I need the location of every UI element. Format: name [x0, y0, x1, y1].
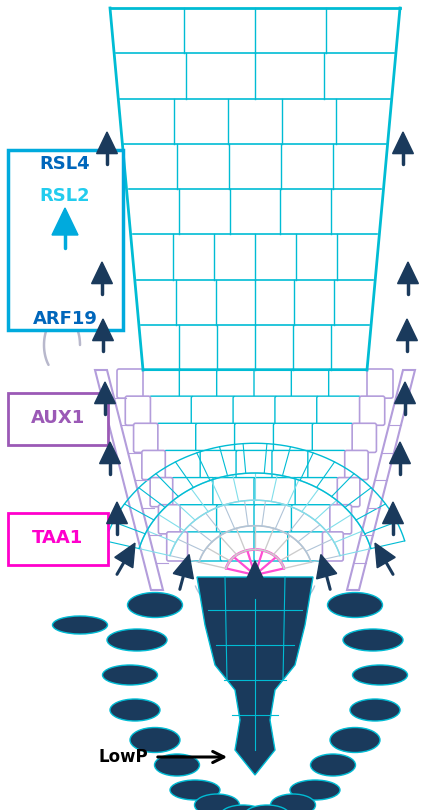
FancyBboxPatch shape [213, 478, 256, 507]
Ellipse shape [195, 794, 240, 810]
Polygon shape [96, 132, 117, 154]
FancyBboxPatch shape [329, 369, 368, 399]
FancyBboxPatch shape [200, 450, 238, 480]
FancyBboxPatch shape [330, 505, 351, 534]
FancyBboxPatch shape [179, 505, 218, 534]
Polygon shape [95, 370, 163, 590]
FancyBboxPatch shape [179, 369, 219, 399]
Polygon shape [197, 577, 313, 775]
Polygon shape [52, 208, 78, 235]
FancyBboxPatch shape [191, 396, 235, 425]
FancyBboxPatch shape [254, 369, 293, 399]
Polygon shape [99, 442, 120, 463]
Polygon shape [95, 382, 116, 403]
Ellipse shape [270, 794, 315, 810]
FancyBboxPatch shape [254, 532, 290, 561]
Ellipse shape [53, 616, 108, 634]
FancyBboxPatch shape [217, 369, 256, 399]
FancyBboxPatch shape [157, 424, 198, 453]
FancyBboxPatch shape [233, 396, 277, 425]
FancyBboxPatch shape [352, 424, 377, 453]
Ellipse shape [244, 805, 289, 810]
FancyBboxPatch shape [235, 424, 275, 453]
FancyBboxPatch shape [142, 369, 181, 399]
FancyBboxPatch shape [254, 505, 293, 534]
FancyBboxPatch shape [312, 424, 353, 453]
FancyBboxPatch shape [308, 450, 346, 480]
Ellipse shape [130, 727, 180, 752]
Ellipse shape [330, 727, 380, 752]
Polygon shape [393, 132, 414, 154]
Polygon shape [394, 382, 415, 403]
FancyBboxPatch shape [150, 396, 193, 425]
FancyBboxPatch shape [367, 369, 393, 399]
Ellipse shape [110, 699, 160, 721]
Ellipse shape [350, 699, 400, 721]
Ellipse shape [290, 780, 340, 800]
Polygon shape [375, 544, 395, 568]
Ellipse shape [102, 665, 158, 685]
Polygon shape [390, 442, 411, 463]
FancyBboxPatch shape [220, 532, 256, 561]
FancyBboxPatch shape [275, 396, 319, 425]
FancyBboxPatch shape [187, 532, 222, 561]
Polygon shape [107, 502, 128, 523]
Ellipse shape [107, 629, 167, 651]
FancyBboxPatch shape [133, 424, 158, 453]
FancyBboxPatch shape [273, 424, 314, 453]
FancyBboxPatch shape [291, 369, 331, 399]
FancyBboxPatch shape [337, 478, 360, 507]
Ellipse shape [352, 665, 408, 685]
Polygon shape [92, 262, 112, 284]
FancyBboxPatch shape [217, 505, 256, 534]
Text: AUX1: AUX1 [31, 409, 85, 427]
FancyBboxPatch shape [167, 532, 187, 561]
Ellipse shape [221, 805, 266, 810]
Ellipse shape [128, 592, 182, 617]
FancyBboxPatch shape [159, 505, 180, 534]
FancyBboxPatch shape [142, 450, 165, 480]
Text: LowP: LowP [98, 748, 148, 766]
FancyBboxPatch shape [360, 396, 385, 425]
Text: ARF19: ARF19 [33, 310, 97, 328]
FancyBboxPatch shape [8, 513, 108, 565]
Ellipse shape [328, 592, 382, 617]
Polygon shape [110, 8, 400, 370]
Polygon shape [382, 502, 403, 523]
Ellipse shape [343, 629, 403, 651]
FancyBboxPatch shape [117, 369, 143, 399]
FancyBboxPatch shape [125, 396, 150, 425]
FancyBboxPatch shape [236, 450, 274, 480]
Polygon shape [317, 555, 337, 579]
FancyBboxPatch shape [254, 478, 297, 507]
FancyBboxPatch shape [292, 505, 331, 534]
Polygon shape [93, 319, 113, 340]
Polygon shape [398, 262, 418, 284]
FancyBboxPatch shape [164, 450, 202, 480]
Polygon shape [115, 544, 135, 568]
FancyBboxPatch shape [345, 450, 368, 480]
FancyBboxPatch shape [150, 478, 173, 507]
Text: RSL4: RSL4 [40, 155, 90, 173]
FancyBboxPatch shape [272, 450, 310, 480]
Polygon shape [173, 555, 193, 579]
FancyBboxPatch shape [172, 478, 215, 507]
FancyBboxPatch shape [317, 396, 360, 425]
Polygon shape [245, 561, 265, 583]
Ellipse shape [311, 754, 355, 776]
Polygon shape [347, 370, 415, 590]
Ellipse shape [170, 780, 220, 800]
Polygon shape [397, 319, 417, 340]
FancyBboxPatch shape [295, 478, 338, 507]
FancyBboxPatch shape [8, 393, 108, 445]
FancyBboxPatch shape [196, 424, 237, 453]
Text: RSL2: RSL2 [40, 187, 90, 205]
Text: TAA1: TAA1 [32, 529, 84, 547]
Ellipse shape [155, 754, 199, 776]
FancyBboxPatch shape [288, 532, 323, 561]
FancyBboxPatch shape [323, 532, 343, 561]
FancyBboxPatch shape [8, 150, 123, 330]
